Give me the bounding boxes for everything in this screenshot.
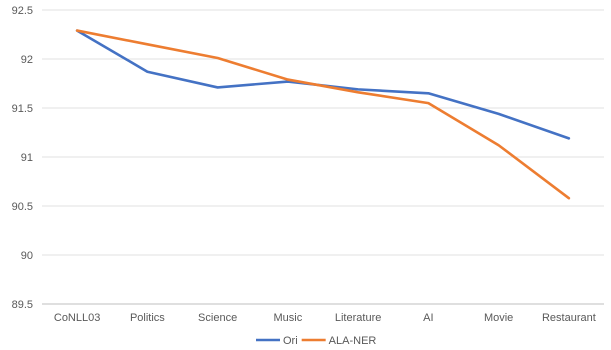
- series-line-ala-ner: [75, 29, 571, 200]
- x-tick-label: Politics: [130, 312, 165, 324]
- legend-label: ALA-NER: [329, 335, 377, 347]
- series-line-ori: [75, 29, 571, 140]
- x-tick-label: Science: [198, 312, 237, 324]
- y-axis-tick-labels: 89.5 90 90.5 91 91.5 92 92.5: [12, 5, 33, 311]
- x-axis-tick-labels: CoNLL03 Politics Science Music Literature AI M…: [54, 312, 596, 324]
- x-tick-label: CoNLL03: [54, 312, 100, 324]
- y-tick-label: 92: [21, 54, 33, 66]
- x-tick-label: Restaurant: [542, 312, 596, 324]
- y-tick-label: 92.5: [12, 5, 33, 17]
- y-tick-label: 90: [21, 250, 33, 262]
- y-tick-label: 89.5: [12, 299, 33, 311]
- series-lines: [75, 29, 571, 200]
- x-tick-label: AI: [423, 312, 433, 324]
- gridlines: [42, 9, 604, 305]
- x-tick-label: Literature: [335, 312, 381, 324]
- legend-label: Ori: [283, 335, 298, 347]
- x-tick-label: Movie: [484, 312, 513, 324]
- y-tick-label: 91: [21, 152, 33, 164]
- y-tick-label: 91.5: [12, 103, 33, 115]
- legend: Ori ALA-NER: [256, 335, 376, 347]
- x-tick-label: Music: [274, 312, 303, 324]
- y-tick-label: 90.5: [12, 201, 33, 213]
